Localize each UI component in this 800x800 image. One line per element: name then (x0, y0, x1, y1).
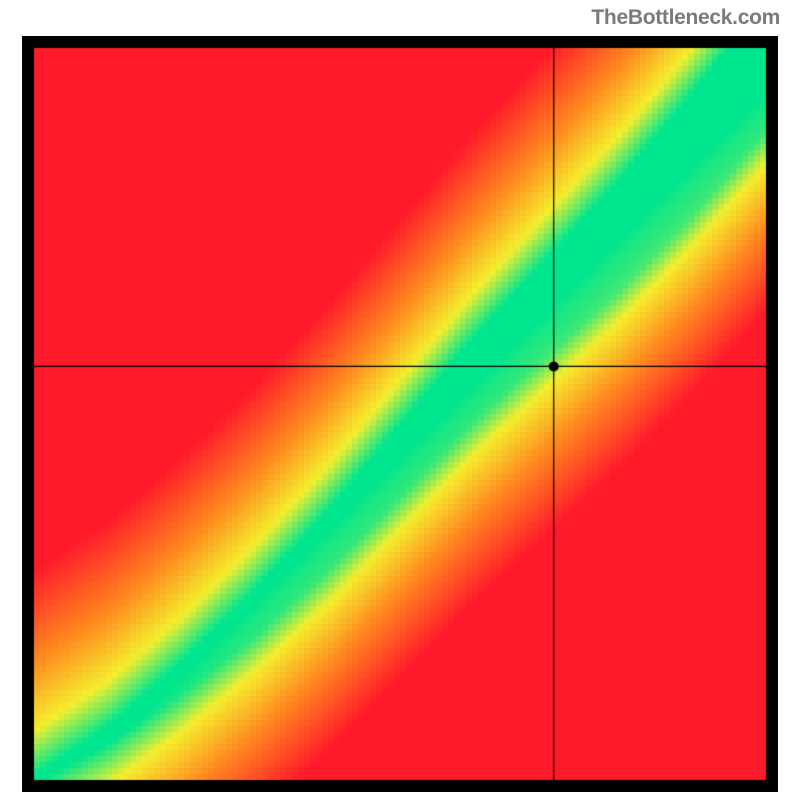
bottleneck-heatmap-container: TheBottleneck.com (0, 0, 800, 800)
heatmap-plot (22, 36, 778, 792)
watermark-label: TheBottleneck.com (591, 6, 780, 30)
heatmap-canvas (22, 36, 778, 792)
